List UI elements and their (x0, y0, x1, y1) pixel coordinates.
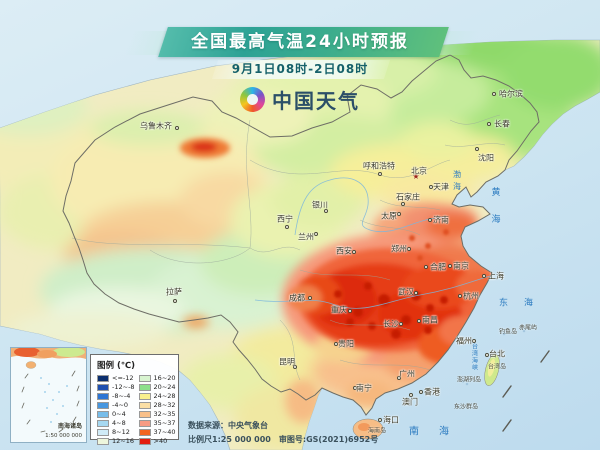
legend-item: 32~35 (138, 410, 176, 418)
legend-item: 28~32 (138, 401, 176, 409)
legend-range-label: 12~16 (112, 437, 134, 445)
data-source-text: 数据来源：中央气象台 (188, 421, 268, 430)
legend-item: 12~16 (97, 437, 135, 445)
legend-item: 8~12 (97, 428, 135, 436)
legend-item: -12~-8 (97, 383, 135, 391)
legend-color-swatch (97, 383, 109, 391)
inset-map-graphic (11, 348, 86, 433)
legend-color-swatch (97, 410, 109, 418)
inset-label: 南海诸岛 (57, 423, 82, 430)
legend-item: -8~-4 (97, 392, 135, 400)
south-china-sea-inset: 南海诸岛 1:50 000 000 (10, 347, 87, 443)
scale-and-approval-text: 比例尺1:25 000 000 审图号:GS(2021)6952号 (188, 435, 379, 444)
china-weather-logo: 中国天气 (0, 85, 600, 114)
legend-item: 4~8 (97, 419, 135, 427)
legend-item: 20~24 (138, 383, 176, 391)
legend-color-swatch (97, 428, 109, 436)
legend-color-swatch (138, 410, 151, 418)
legend-range-label: 16~20 (153, 374, 176, 382)
legend-color-swatch (97, 437, 109, 445)
legend-range-label: >40 (153, 437, 168, 445)
forecast-period: 9月1日08时-2日08时 (231, 62, 369, 76)
legend-item: 0~4 (97, 410, 135, 418)
legend-color-swatch (138, 401, 151, 409)
legend-color-swatch (97, 392, 109, 400)
legend-range-label: -8~-4 (112, 392, 131, 400)
legend-item: -4~0 (97, 401, 135, 409)
legend-range-label: 20~24 (153, 383, 176, 391)
legend-range-label: 8~12 (112, 428, 130, 436)
legend-range-label: 37~40 (153, 428, 176, 436)
legend-color-swatch (97, 374, 109, 382)
legend-color-swatch (138, 419, 151, 427)
legend-range-label: -12~-8 (112, 383, 135, 391)
legend-color-swatch (138, 392, 151, 400)
map-footer: 数据来源：中央气象台 比例尺1:25 000 000 审图号:GS(2021)6… (188, 419, 378, 447)
temperature-legend: 图例 (℃) <=-12 -12~-8 -8~-4 -4~0 0~4 4~8 8~12 12~… (90, 354, 179, 445)
legend-item: 37~40 (138, 428, 176, 436)
legend-item: 16~20 (138, 374, 176, 382)
legend-range-label: 24~28 (153, 392, 176, 400)
legend-item: 24~28 (138, 392, 176, 400)
legend-color-swatch (97, 419, 109, 427)
legend-range-label: 32~35 (153, 410, 176, 418)
legend-item: >40 (138, 437, 176, 445)
legend-item: <=-12 (97, 374, 135, 382)
legend-range-label: 35~37 (153, 419, 176, 427)
legend-color-swatch (138, 383, 151, 391)
legend-color-swatch (138, 437, 151, 445)
legend-color-swatch (138, 428, 151, 436)
legend-range-label: -4~0 (112, 401, 129, 409)
legend-color-swatch (138, 374, 151, 382)
legend-color-swatch (97, 401, 109, 409)
inset-scale: 1:50 000 000 (45, 433, 82, 439)
legend-range-label: 0~4 (112, 410, 126, 418)
legend-title: 图例 (℃) (97, 361, 136, 371)
map-title: 全国最高气温24小时预报 (191, 32, 409, 52)
legend-range-label: 4~8 (112, 419, 126, 427)
legend-item: 35~37 (138, 419, 176, 427)
pinwheel-logo-icon (240, 87, 265, 112)
legend-grid: <=-12 -12~-8 -8~-4 -4~0 0~4 4~8 8~12 12~16 16~20… (97, 374, 176, 445)
legend-range-label: <=-12 (112, 374, 134, 382)
logo-text: 中国天气 (272, 89, 360, 113)
legend-range-label: 28~32 (153, 401, 176, 409)
